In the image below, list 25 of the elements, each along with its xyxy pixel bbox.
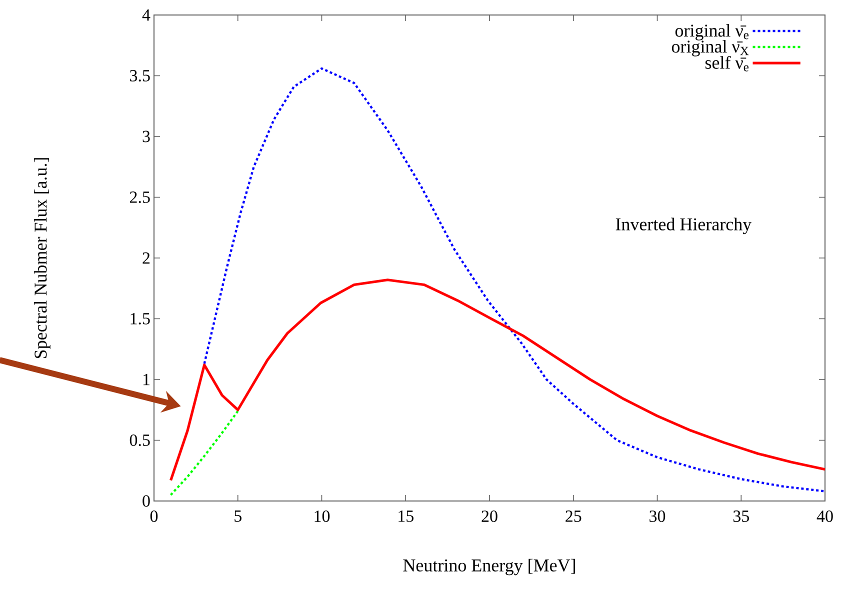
y-axis-title: Spectral Nubmer Flux [a.u.] bbox=[34, 158, 50, 358]
y-tick-label: 4 bbox=[142, 9, 150, 21]
x-tick-label: 0 bbox=[150, 510, 158, 522]
y-tick-label: 1.5 bbox=[130, 313, 150, 324]
x-axis-title: Neutrino Energy [MeV] bbox=[403, 558, 575, 576]
y-tick-label: 2.5 bbox=[130, 192, 150, 203]
x-tick-label: 25 bbox=[566, 510, 582, 522]
annotation: Inverted Hierarchy bbox=[616, 218, 752, 234]
x-tick-label: 15 bbox=[398, 510, 414, 522]
legend-label: original ν̄$_{X}$ bbox=[672, 40, 749, 56]
y-tick-label: 1 bbox=[143, 374, 150, 386]
line-series bbox=[170, 410, 239, 496]
x-tick-label: 20 bbox=[482, 510, 498, 522]
y-tick-label: 3 bbox=[142, 130, 150, 142]
x-tick-label: 35 bbox=[733, 510, 749, 522]
y-tick-label: 0.5 bbox=[130, 434, 150, 446]
x-tick-label: 40 bbox=[816, 510, 833, 522]
x-tick-label: 30 bbox=[650, 510, 666, 522]
y-tick-label: 3.5 bbox=[130, 70, 150, 82]
y-tick-label: 2 bbox=[142, 252, 150, 264]
x-tick-label: 10 bbox=[314, 510, 330, 522]
legend-label: self ν̄$_{e}$ bbox=[705, 56, 749, 72]
y-tick-label: 0 bbox=[142, 495, 150, 507]
x-tick-label: 5 bbox=[234, 510, 242, 522]
legend-label: original ν̄$_{e}$ bbox=[675, 24, 749, 40]
